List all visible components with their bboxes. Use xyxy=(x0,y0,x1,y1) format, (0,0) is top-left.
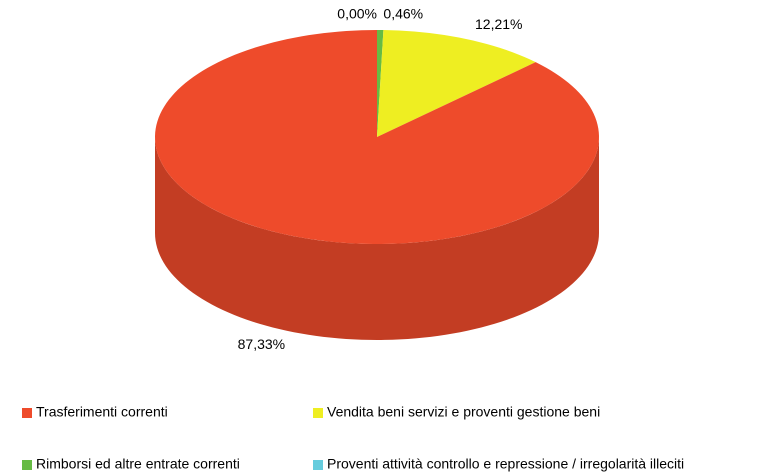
legend-swatch xyxy=(313,408,323,418)
slice-side xyxy=(155,137,599,340)
legend-label: Rimborsi ed altre entrate correnti xyxy=(36,456,240,472)
slice xyxy=(377,30,536,137)
data-label: 12,21% xyxy=(475,16,522,32)
data-label: 0,00% xyxy=(337,6,377,22)
legend-swatch xyxy=(22,460,32,470)
slice xyxy=(155,30,599,244)
legend-label: Trasferimenti correnti xyxy=(36,404,168,420)
legend-swatch xyxy=(313,460,323,470)
legend-label: Vendita beni servizi e proventi gestione… xyxy=(327,404,600,420)
legend-swatch xyxy=(22,408,32,418)
legend-label: Proventi attività controllo e repression… xyxy=(327,456,684,472)
data-label: 0,46% xyxy=(383,6,423,22)
slice xyxy=(377,30,384,137)
data-label: 87,33% xyxy=(238,336,285,352)
